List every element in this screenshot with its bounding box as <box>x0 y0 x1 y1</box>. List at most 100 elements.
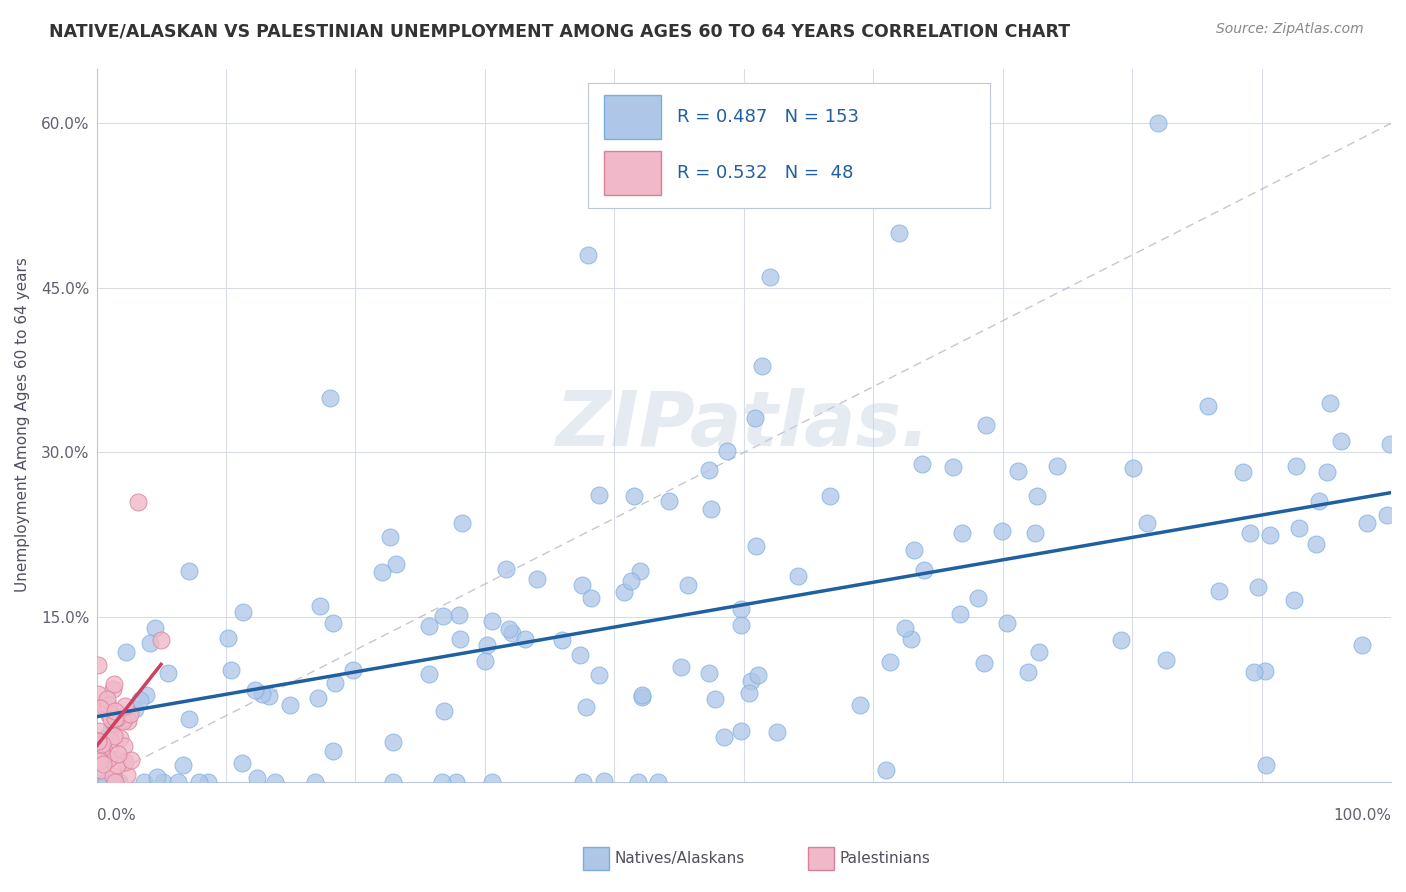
Point <box>103 677 125 691</box>
Point <box>108 731 131 746</box>
Point <box>322 616 344 631</box>
Point <box>1028 645 1050 659</box>
Point <box>117 714 139 728</box>
Point <box>766 725 789 739</box>
Point <box>105 758 128 772</box>
Point <box>110 713 132 727</box>
Point <box>101 681 124 696</box>
Point <box>588 668 610 682</box>
Point <box>894 621 917 635</box>
Point <box>526 572 548 586</box>
Point <box>98 732 121 747</box>
Point <box>156 666 179 681</box>
Point <box>1246 581 1268 595</box>
Point <box>100 722 122 736</box>
Point <box>903 543 925 558</box>
Point <box>1254 758 1277 772</box>
Point <box>104 774 127 789</box>
Point <box>87 657 110 672</box>
Point <box>1024 526 1046 541</box>
Point <box>1282 593 1305 607</box>
Point <box>430 774 453 789</box>
Point <box>323 676 346 690</box>
Point <box>879 655 901 669</box>
Point <box>100 712 122 726</box>
Point <box>740 673 762 688</box>
Point <box>449 632 471 646</box>
Point <box>966 591 988 605</box>
Point <box>86 774 108 789</box>
Point <box>94 746 117 760</box>
Point <box>319 391 342 405</box>
Point <box>370 566 392 580</box>
Point <box>107 747 129 762</box>
Point <box>232 605 254 619</box>
Point <box>172 758 194 772</box>
Point <box>322 744 344 758</box>
Point <box>264 774 287 789</box>
Point <box>152 774 174 789</box>
Point <box>571 774 593 789</box>
Point <box>1156 652 1178 666</box>
Point <box>187 774 209 789</box>
Point <box>631 690 654 705</box>
Point <box>593 773 616 788</box>
Point <box>381 774 404 789</box>
Text: 100.0%: 100.0% <box>1333 808 1391 823</box>
Text: Natives/Alaskans: Natives/Alaskans <box>614 851 745 866</box>
Point <box>1319 396 1341 410</box>
Point <box>1254 665 1277 679</box>
Point <box>98 751 121 765</box>
Point <box>103 704 125 718</box>
Point <box>498 622 520 636</box>
Point <box>730 602 752 616</box>
Point <box>108 774 131 789</box>
Point <box>1243 665 1265 680</box>
Point <box>94 732 117 747</box>
Point <box>167 774 190 789</box>
Point <box>129 693 152 707</box>
Point <box>1316 465 1339 479</box>
Point <box>626 774 648 789</box>
Point <box>97 752 120 766</box>
Point <box>179 712 201 726</box>
Point <box>974 418 997 433</box>
Point <box>1007 464 1029 478</box>
Point <box>1355 516 1378 531</box>
Point <box>87 751 110 765</box>
Point <box>900 632 922 646</box>
Point <box>613 584 636 599</box>
Point <box>246 772 269 786</box>
Point <box>973 656 995 670</box>
Point <box>135 688 157 702</box>
Point <box>96 703 118 717</box>
Point <box>90 763 112 777</box>
Point <box>758 269 780 284</box>
Point <box>280 698 302 712</box>
Point <box>911 458 934 472</box>
Point <box>818 489 841 503</box>
Point <box>730 617 752 632</box>
Point <box>912 563 935 577</box>
Point <box>114 710 136 724</box>
Point <box>138 636 160 650</box>
Point <box>97 727 120 741</box>
Point <box>385 557 408 571</box>
Point <box>124 702 146 716</box>
Point <box>418 666 440 681</box>
Point <box>91 747 114 762</box>
Point <box>1045 458 1067 473</box>
Point <box>747 668 769 682</box>
Point <box>730 724 752 739</box>
Point <box>1136 516 1159 530</box>
Point <box>887 226 910 240</box>
Text: NATIVE/ALASKAN VS PALESTINIAN UNEMPLOYMENT AMONG AGES 60 TO 64 YEARS CORRELATION: NATIVE/ALASKAN VS PALESTINIAN UNEMPLOYME… <box>49 22 1070 40</box>
Point <box>112 739 135 753</box>
Point <box>87 687 110 701</box>
Point <box>942 459 965 474</box>
Point <box>658 494 681 508</box>
Point <box>1147 116 1170 130</box>
Point <box>620 574 643 589</box>
Point <box>1378 437 1400 451</box>
Point <box>91 756 114 771</box>
